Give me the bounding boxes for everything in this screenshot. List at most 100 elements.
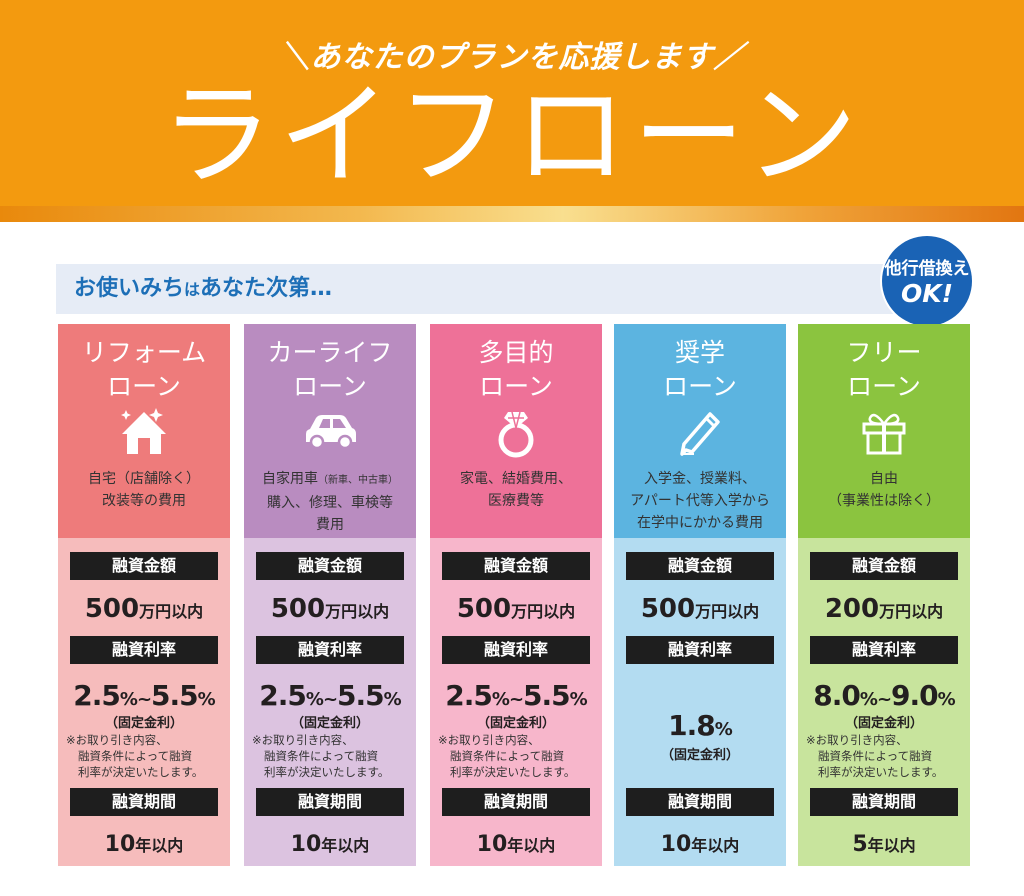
amount-label: 融資金額 [810,552,958,580]
house-icon [121,408,166,454]
refinance-ok-badge: 他行借換え OK! [882,236,972,326]
rate-note: ※お取り引き内容、 融資条件によって融資 利率が決定いたします。 [438,732,602,780]
loan-name-line1: リフォーム [81,338,207,367]
rate-number: 1.8 [668,709,716,742]
rate-unit: % [197,689,216,710]
term-label: 融資期間 [256,788,404,816]
header-subtitle: ＼あなたのプランを応援します／ [279,40,745,75]
pencil-icon [680,412,720,456]
term-value: 10年以内 [58,830,230,861]
desc-line2: アパート代等入学から [630,493,770,509]
amount-label: 融資金額 [256,552,404,580]
desc-line3: 在学中にかかる費用 [637,515,763,531]
badge-line1: 他行借換え [884,259,970,279]
term-label: 融資期間 [810,788,958,816]
usage-description: 入学金、授業料、 アパート代等入学から 在学中にかかる費用 [614,468,786,534]
usage-description: 自宅（店舗除く） 改装等の費用 [58,468,230,512]
amount-unit: 万円以内 [879,602,944,621]
rate-type: （固定金利） [290,716,369,731]
loan-column-carlife: カーライフ ローン 自家用車（新車、中古車） 購入、修理、車検等 費用 融資金額… [244,324,416,866]
amount-unit: 万円以内 [325,602,390,621]
usage-text-small: は [184,280,201,299]
rate-note: ※お取り引き内容、 融資条件によって融資 利率が決定いたします。 [806,732,970,780]
amount-label: 融資金額 [626,552,774,580]
usage-heading: お使いみちはあなた次第… [74,274,332,305]
desc-line1-small: （新車、中古車） [318,475,398,486]
amount-number: 500 [456,594,512,624]
rate-to: 5.5 [337,679,385,712]
term-label: 融資期間 [626,788,774,816]
loan-name-line2: ローン [847,372,921,401]
loan-header-scholarship: 奨学 ローン 入学金、授業料、 アパート代等入学から 在学中にかかる費用 [614,324,786,538]
term-number: 10 [104,832,136,857]
term-unit: 年以内 [135,836,184,855]
loan-header-carlife: カーライフ ローン 自家用車（新車、中古車） 購入、修理、車検等 費用 [244,324,416,538]
header-banner [0,0,1024,222]
term-value: 10年以内 [430,830,602,861]
rate-unit: % [119,689,138,710]
rate-value: 8.0%~9.0% [798,678,970,718]
loan-column-multipurpose: 多目的 ローン 家電、結婚費用、 医療費等 融資金額 500万円以内 融資利率 … [430,324,602,866]
amount-number: 500 [640,594,696,624]
rate-to: 5.5 [523,679,571,712]
ring-icon [498,411,534,458]
note-line1: ※お取り引き内容、 [806,733,908,747]
loan-column-scholarship: 奨学 ローン 入学金、授業料、 アパート代等入学から 在学中にかかる費用 融資金… [614,324,786,866]
loan-name-line2: ローン [293,372,367,401]
rate-unit: % [305,689,324,710]
rate-label: 融資利率 [70,636,218,664]
desc-line1-main: 自家用車 [262,471,318,487]
rate-value: 2.5%~5.5% [58,678,230,718]
desc-line2: （事業性は除く） [828,493,940,509]
loan-header-free: フリー ローン 自由 （事業性は除く） [798,324,970,538]
rate-sep: ~ [508,689,524,710]
usage-description: 自家用車（新車、中古車） 購入、修理、車検等 費用 [244,468,416,536]
rate-type: （固定金利） [104,716,183,731]
term-unit: 年以内 [867,836,916,855]
car-icon [306,415,356,450]
rate-to: 9.0 [891,679,939,712]
rate-sep: ~ [136,689,152,710]
rate-from: 2.5 [445,679,493,712]
term-label: 融資期間 [70,788,218,816]
amount-value: 500万円以内 [58,592,230,629]
loan-header-reform: リフォーム ローン 自宅（店舗除く） 改装等の費用 [58,324,230,538]
term-value: 10年以内 [614,830,786,861]
desc-line1: 自家用車（新車、中古車） [244,468,416,492]
rate-from: 8.0 [813,679,861,712]
rate-unit: % [714,719,733,740]
loan-details-carlife: 融資金額 500万円以内 融資利率 2.5%~5.5% （固定金利） ※お取り引… [244,538,416,866]
loan-name: カーライフ ローン [244,336,416,404]
loan-details-multipurpose: 融資金額 500万円以内 融資利率 2.5%~5.5% （固定金利） ※お取り引… [430,538,602,866]
term-number: 5 [852,832,868,857]
note-line1: ※お取り引き内容、 [252,733,354,747]
rate-note: ※お取り引き内容、 融資条件によって融資 利率が決定いたします。 [66,732,230,780]
note-line2: 融資条件によって融資 [264,749,379,763]
term-label: 融資期間 [442,788,590,816]
term-value: 5年以内 [798,830,970,861]
rate-unit: % [569,689,588,710]
page-title: ライフローン [160,71,864,201]
note-line3: 利率が決定いたします。 [78,765,204,779]
rate-value: 2.5%~5.5% [244,678,416,718]
amount-label: 融資金額 [70,552,218,580]
loan-name-line1: 奨学 [674,338,725,367]
rate-sep: ~ [876,689,892,710]
loan-details-scholarship: 融資金額 500万円以内 融資利率 1.8% （固定金利） 融資期間 10年以内 [614,538,786,866]
note-line3: 利率が決定いたします。 [818,765,944,779]
rate-label: 融資利率 [810,636,958,664]
rate-to: 5.5 [151,679,199,712]
usage-text-part1: お使いみち [74,276,185,301]
rate-unit: % [937,689,956,710]
loan-name-line2: ローン [479,372,553,401]
header-gold-stripe [0,206,1024,222]
term-unit: 年以内 [321,836,370,855]
desc-line3: 費用 [316,517,344,533]
usage-description: 自由 （事業性は除く） [798,468,970,512]
rate-value: 2.5%~5.5% [430,678,602,718]
term-number: 10 [290,832,322,857]
loan-name: 多目的 ローン [430,336,602,404]
rate-value: 1.8% [614,708,786,748]
desc-line2: 医療費等 [488,493,544,509]
amount-unit: 万円以内 [139,602,204,621]
